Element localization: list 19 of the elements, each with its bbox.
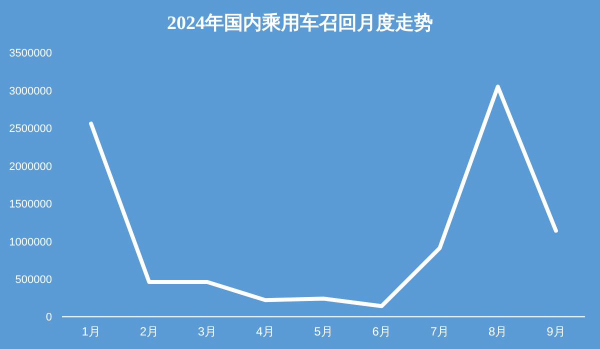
x-tick-label: 4月 [256,324,275,339]
y-tick-label: 2500000 [9,123,52,136]
y-tick-label: 1000000 [9,236,52,248]
x-tick-label: 2月 [140,324,159,339]
line-series [89,84,558,308]
y-tick-label: 3000000 [9,85,52,98]
x-tick-label: 8月 [488,324,508,339]
x-tick-label: 7月 [430,324,450,339]
x-tick-label: 1月 [82,324,100,339]
y-tick-label: 3500000 [9,48,52,60]
y-tick-label: 1500000 [9,198,52,211]
x-tick-label: 9月 [546,324,566,339]
x-tick-label: 5月 [314,324,333,339]
x-tick-label: 3月 [198,324,217,339]
chart-title: 2024年国内乘用车召回月度走势 [167,12,433,34]
y-tick-label: 2000000 [9,160,52,173]
y-tick-label: 500000 [15,274,52,286]
x-tick-label: 6月 [372,324,391,339]
y-tick-label: 0 [46,312,52,324]
